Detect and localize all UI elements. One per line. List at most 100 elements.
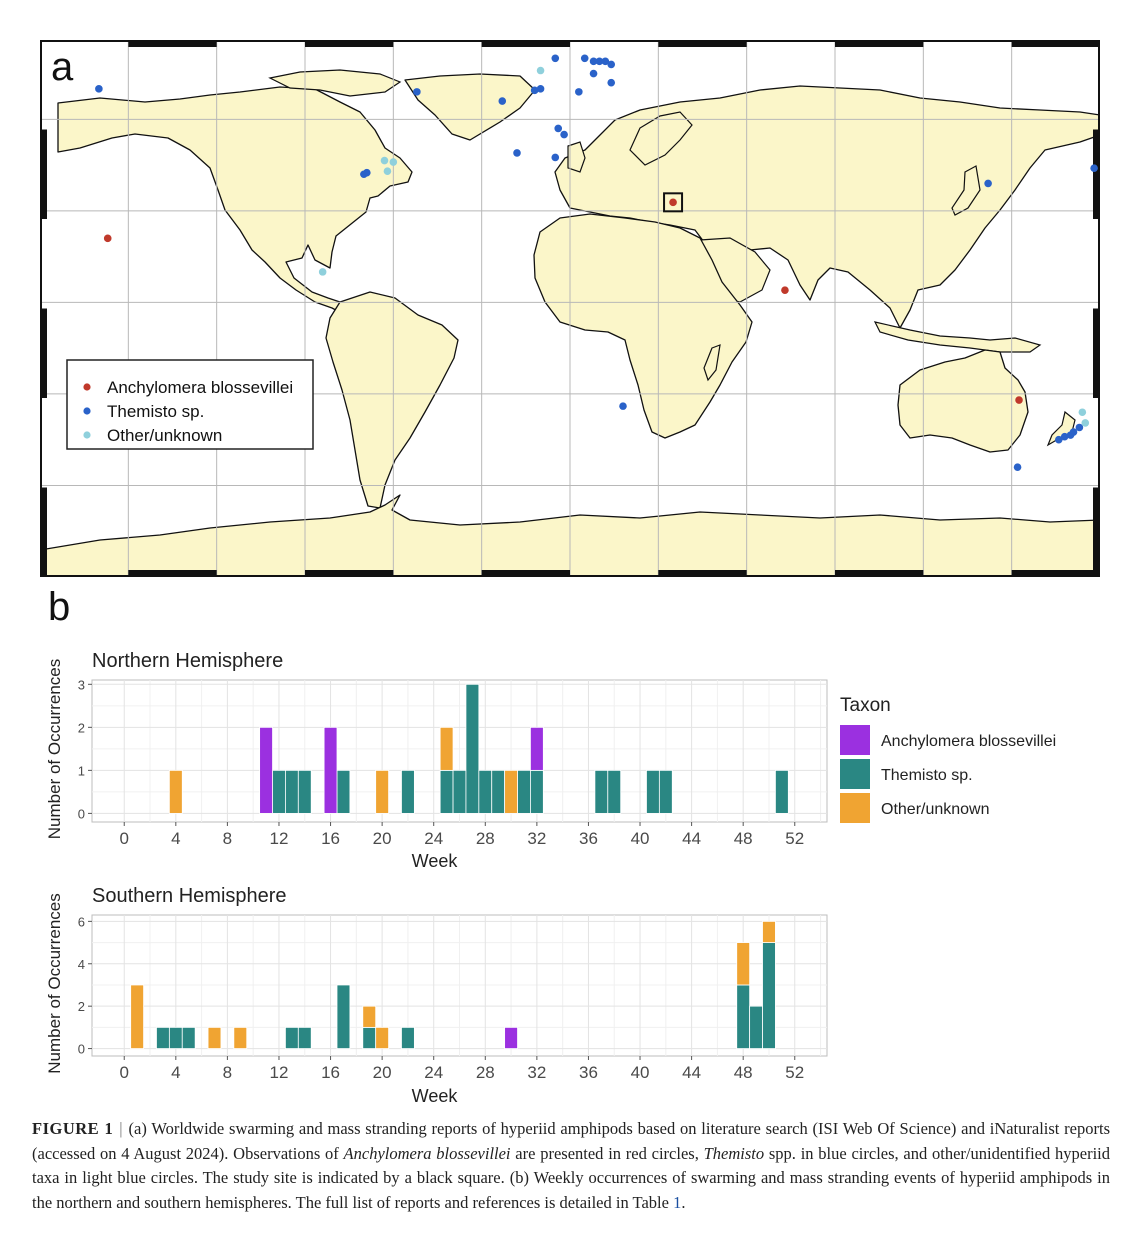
bar-segment — [181, 1026, 196, 1049]
tick-label-y: 0 — [78, 1042, 85, 1057]
observation-point — [513, 149, 521, 157]
observation-point — [1060, 432, 1069, 441]
frame-tick-top — [128, 40, 217, 47]
table-reference-link[interactable]: 1 — [673, 1192, 682, 1212]
bar-segment — [658, 769, 673, 814]
tick-label-x: 52 — [785, 829, 804, 848]
observation-point — [383, 167, 392, 175]
bar-segment — [749, 1005, 763, 1049]
observation-point — [607, 78, 616, 87]
tick-label-y: 6 — [78, 914, 85, 929]
y-axis-label: Number of Occurrences — [45, 893, 64, 1073]
bar-segment — [130, 984, 144, 1049]
bar-segment — [762, 920, 776, 943]
tick-label-x: 28 — [476, 829, 495, 848]
chart-title: Northern Hemisphere — [92, 650, 283, 672]
observation-point — [554, 124, 563, 133]
tick-label-x: 20 — [373, 1063, 392, 1082]
bar-segment — [233, 1026, 248, 1049]
legend-label: Other/unknown — [881, 801, 990, 818]
caption-species-2: Themisto — [703, 1143, 765, 1163]
legend-label-anchylomera: Anchylomera blossevillei — [107, 378, 293, 397]
bar-segment — [439, 726, 454, 771]
observation-point — [1075, 423, 1084, 432]
observation-point — [551, 153, 560, 162]
observation-point — [536, 66, 545, 75]
tick-label-x: 52 — [785, 1063, 804, 1082]
caption-label: FIGURE 1 — [32, 1119, 114, 1138]
tick-label-x: 16 — [321, 1063, 340, 1082]
bar-segment — [401, 1026, 415, 1049]
bar-segment — [207, 1026, 222, 1049]
y-axis-label: Number of Occurrences — [45, 659, 64, 839]
tick-label-x: 36 — [579, 829, 598, 848]
landmass-australia — [897, 349, 1029, 453]
bar-segment — [336, 984, 351, 1049]
tick-label-y: 0 — [78, 806, 85, 821]
observation-point — [1015, 396, 1023, 404]
bar-segment — [530, 726, 544, 771]
landmass-scandinavia — [629, 111, 693, 166]
frame-tick-top — [835, 40, 924, 47]
bar-segment — [530, 769, 544, 814]
bar-segment — [285, 769, 299, 814]
tick-label-x: 40 — [631, 1063, 650, 1082]
frame-tick-left — [40, 487, 47, 577]
observation-point — [781, 286, 789, 294]
taxon-legend: Taxon Anchylomera blossevillei Themisto sp… — [840, 695, 1056, 823]
bar-segment — [336, 769, 351, 814]
tick-label-x: 0 — [120, 1063, 129, 1082]
bar-segment — [297, 769, 312, 814]
legend-label-themisto: Themisto sp. — [107, 402, 204, 421]
tick-label-x: 32 — [527, 1063, 546, 1082]
tick-label-x: 4 — [171, 1063, 180, 1082]
tick-label-x: 48 — [734, 829, 753, 848]
map-legend-box — [66, 359, 314, 450]
tick-label-x: 20 — [373, 829, 392, 848]
bar-segment — [323, 726, 338, 814]
landmass-british-isles — [567, 141, 586, 173]
observation-point — [413, 88, 421, 96]
observation-point — [498, 97, 507, 105]
observation-point — [103, 234, 112, 243]
bar-segment — [259, 726, 273, 814]
observation-point — [575, 88, 583, 96]
frame-tick-bottom — [305, 570, 394, 577]
bar-segment — [491, 769, 506, 814]
legend-title: Taxon — [840, 695, 891, 716]
x-axis-label: Week — [412, 1086, 459, 1105]
bar-segment — [156, 1026, 170, 1049]
observation-point — [619, 402, 627, 410]
frame-tick-bottom — [1011, 570, 1100, 577]
map-graticule — [40, 40, 1100, 577]
observation-point — [580, 54, 589, 63]
bar-segment — [775, 769, 789, 814]
frame-tick-top — [658, 40, 747, 47]
tick-label-x: 40 — [631, 829, 650, 848]
bar-segment — [736, 984, 751, 1049]
landmass-madagascar — [703, 344, 721, 382]
observation-point — [1054, 435, 1063, 444]
frame-tick-bottom — [835, 570, 924, 577]
map-panel: Anchylomera blossevillei Themisto sp. Ot… — [39, 40, 1101, 578]
frame-tick-right — [1093, 308, 1100, 398]
figure-caption: FIGURE 1 | (a) Worldwide swarming and mass… — [32, 1117, 1110, 1215]
bar-segment — [168, 769, 183, 814]
bar-segment — [478, 769, 493, 814]
observation-point — [560, 130, 568, 139]
bar-segment — [646, 769, 660, 814]
legend-dot-other — [83, 431, 91, 439]
chart-title: Southern Hemisphere — [92, 885, 287, 907]
observation-point — [536, 85, 545, 93]
caption-separator: | — [119, 1119, 123, 1138]
observation-point — [589, 57, 598, 66]
observation-point — [389, 158, 398, 166]
observation-point — [589, 69, 598, 78]
bar-segment — [607, 769, 622, 814]
frame-tick-bottom — [128, 570, 217, 577]
frame-tick-bottom — [658, 570, 747, 577]
observation-point — [1090, 164, 1098, 172]
observation-point — [551, 54, 560, 63]
landmass-africa — [533, 213, 753, 439]
